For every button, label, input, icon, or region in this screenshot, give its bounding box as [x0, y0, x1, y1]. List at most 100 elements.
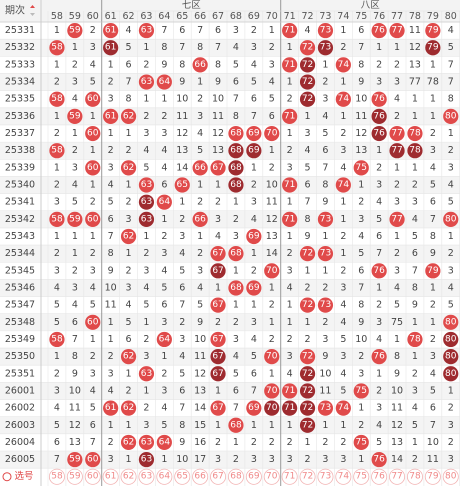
- hit-ball: [353, 434, 369, 451]
- miss-count: 2: [251, 265, 257, 276]
- hit-number: 67: [212, 300, 223, 310]
- miss-count: 1: [54, 351, 60, 362]
- select-ball[interactable]: 76: [371, 468, 388, 485]
- miss-count: 1: [394, 334, 400, 345]
- miss-count: 1: [340, 111, 346, 122]
- miss-count: 2: [90, 197, 96, 208]
- miss-count: 4: [233, 42, 239, 53]
- select-ball[interactable]: 69: [245, 468, 262, 485]
- miss-count: 2: [143, 59, 149, 70]
- miss-count: 2: [322, 317, 328, 328]
- miss-count: 11: [105, 300, 117, 311]
- miss-count: 9: [179, 437, 185, 448]
- miss-count: 2: [430, 334, 436, 345]
- column-number: 74: [337, 11, 349, 22]
- miss-count: 10: [266, 180, 278, 191]
- select-ball[interactable]: 58: [48, 468, 65, 485]
- hit-number: 72: [302, 403, 313, 413]
- miss-count: 1: [215, 282, 221, 293]
- miss-count: 1: [197, 180, 203, 191]
- select-ball[interactable]: 61: [102, 468, 119, 485]
- select-ball[interactable]: 67: [210, 468, 227, 485]
- select-ball-ring: [227, 468, 244, 485]
- hit-number: 61: [105, 43, 116, 53]
- row-bg: [0, 365, 460, 383]
- sort-icon: [30, 13, 35, 16]
- miss-count: 1: [54, 25, 60, 36]
- row-bg: [0, 227, 460, 246]
- miss-count: 5: [394, 300, 400, 311]
- miss-count: 5: [143, 162, 149, 173]
- select-ball[interactable]: 73: [317, 468, 334, 485]
- miss-count: 2: [251, 25, 257, 36]
- select-ball[interactable]: 79: [424, 468, 441, 485]
- miss-count: 3: [90, 42, 96, 53]
- select-number: 65: [177, 472, 188, 482]
- select-number: 80: [445, 472, 457, 482]
- hit-number: 66: [194, 214, 206, 224]
- hit-ball: [138, 451, 155, 468]
- select-ball[interactable]: 78: [406, 468, 423, 485]
- hit-number: 67: [212, 403, 223, 413]
- miss-count: 3: [197, 265, 203, 276]
- miss-count: 2: [251, 437, 257, 448]
- miss-count: 5: [108, 197, 114, 208]
- miss-count: 1: [394, 231, 400, 242]
- hit-ball: [299, 383, 316, 399]
- miss-count: 2: [287, 145, 293, 156]
- miss-count: 12: [69, 420, 81, 431]
- miss-count: 5: [448, 197, 454, 208]
- hit-ball: [228, 125, 244, 142]
- miss-count: 9: [108, 265, 114, 276]
- miss-count: 8: [448, 94, 454, 105]
- miss-count: 7: [161, 25, 167, 36]
- miss-count: 1: [269, 145, 275, 156]
- miss-count: 4: [448, 180, 454, 191]
- select-number: 58: [51, 472, 63, 482]
- select-ball[interactable]: 72: [299, 468, 316, 485]
- select-ball[interactable]: 60: [84, 468, 101, 485]
- select-ball[interactable]: 59: [66, 468, 83, 485]
- hit-ball: [67, 451, 83, 468]
- select-ball[interactable]: 80: [442, 468, 459, 485]
- select-ball-ring: [48, 468, 65, 485]
- miss-count: 6: [161, 180, 167, 191]
- miss-count: 2: [269, 162, 275, 173]
- miss-count: 2: [72, 265, 78, 276]
- hit-number: 73: [320, 26, 331, 36]
- hit-number: 80: [445, 214, 457, 224]
- select-ball[interactable]: 74: [335, 468, 352, 485]
- miss-count: 11: [355, 111, 367, 122]
- miss-count: 1: [72, 128, 78, 139]
- hit-ball: [425, 40, 441, 56]
- miss-count: 3: [448, 265, 454, 276]
- miss-count: 2: [215, 437, 221, 448]
- miss-count: 1: [90, 111, 96, 122]
- miss-count: 8: [358, 59, 364, 70]
- miss-count: 1: [269, 25, 275, 36]
- select-ball[interactable]: 65: [174, 468, 191, 485]
- select-number: 62: [123, 472, 134, 482]
- hit-number: 60: [87, 129, 99, 139]
- select-ball[interactable]: 64: [156, 468, 173, 485]
- hit-ball: [389, 211, 405, 227]
- hit-number: 79: [427, 26, 439, 36]
- hit-ball: [282, 383, 298, 399]
- miss-count: 7: [430, 214, 436, 225]
- miss-count: 3: [287, 454, 293, 465]
- select-ball[interactable]: 77: [389, 468, 406, 485]
- select-ball[interactable]: 63: [138, 468, 155, 485]
- select-ball[interactable]: 70: [263, 468, 280, 485]
- select-ball[interactable]: 71: [281, 468, 298, 485]
- miss-count: 6: [161, 300, 167, 311]
- miss-count: 11: [266, 197, 278, 208]
- select-ball[interactable]: 75: [353, 468, 370, 485]
- hit-ball: [138, 74, 155, 90]
- select-ball[interactable]: 62: [120, 468, 137, 485]
- select-ball[interactable]: 66: [192, 468, 209, 485]
- zone-label: 八区: [361, 0, 381, 11]
- select-ball[interactable]: 68: [227, 468, 244, 485]
- miss-count: 1: [72, 231, 78, 242]
- hit-number: 63: [141, 197, 152, 207]
- miss-count: 3: [376, 180, 382, 191]
